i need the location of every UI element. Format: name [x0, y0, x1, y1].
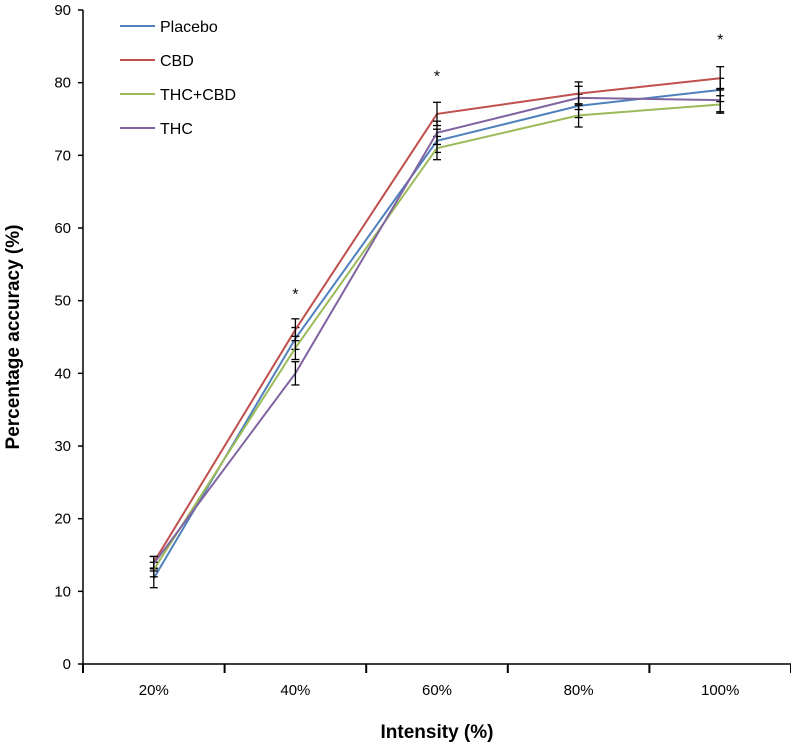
x-tick-label: 20%: [139, 682, 169, 699]
legend: Placebo CBD THC+CBD THC: [120, 19, 236, 138]
y-tick-label: 80: [54, 75, 71, 92]
error-bar: [574, 85, 583, 111]
series-thc-cbd: [149, 95, 725, 578]
y-tick-label: 60: [54, 220, 71, 237]
x-tick-label: 100%: [701, 682, 739, 699]
significance-marker: *: [717, 32, 723, 49]
y-tick-label: 10: [54, 583, 71, 600]
legend-label: CBD: [160, 53, 194, 70]
series-layer: [149, 66, 725, 589]
y-tick-label: 30: [54, 438, 71, 455]
series-line: [152, 103, 721, 571]
y-axis-title: Percentage accuracy (%): [3, 225, 24, 450]
error-bar: [149, 555, 158, 572]
y-tick-label: 70: [54, 147, 71, 164]
series-line: [152, 88, 721, 579]
y-tick-label: 90: [54, 2, 71, 19]
error-bar: [716, 87, 725, 113]
error-bar: [291, 335, 300, 361]
y-tick-label: 20: [54, 511, 71, 528]
legend-label: THC+CBD: [160, 87, 236, 104]
y-tick-label: 40: [54, 365, 71, 382]
x-axis-title: Intensity (%): [381, 722, 494, 743]
legend-label: Placebo: [160, 19, 218, 36]
legend-item: THC+CBD: [120, 87, 236, 104]
series-line: [152, 96, 721, 565]
x-tick-label: 40%: [280, 682, 310, 699]
significance-marker: *: [292, 286, 298, 303]
significance-marker: *: [434, 68, 440, 85]
annotations: * * *: [292, 32, 723, 303]
error-bar: [433, 120, 441, 146]
legend-label: THC: [160, 121, 193, 138]
legend-item: THC: [120, 121, 193, 138]
legend-item: CBD: [120, 53, 194, 70]
series-thc: [149, 85, 725, 572]
error-bar: [291, 361, 300, 386]
y-tick-label: 50: [54, 293, 71, 310]
x-tick-label: 60%: [422, 682, 452, 699]
y-tick-label: 0: [63, 656, 71, 673]
axes: 0 10 20 30 40 50 60 70 80 90 20% 40% 60% 80% 100%: [54, 2, 791, 699]
legend-item: Placebo: [120, 19, 218, 36]
x-tick-label: 80%: [564, 682, 594, 699]
